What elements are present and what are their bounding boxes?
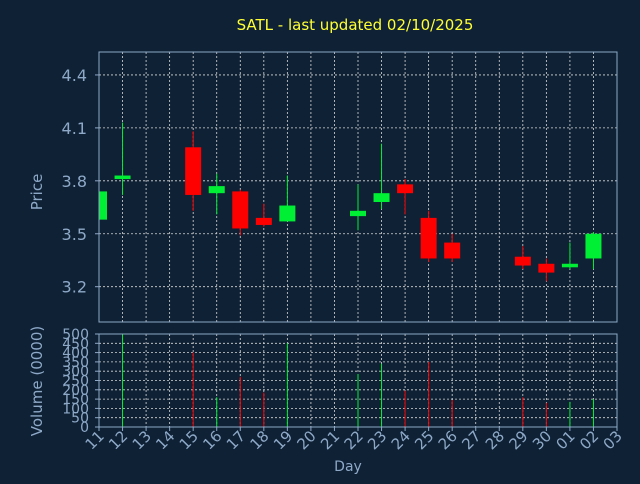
- price-axis-label: Price: [28, 174, 46, 211]
- candle-body: [373, 193, 390, 202]
- price-axis: 3.2 3.5 3.8 4.1 4.4: [62, 66, 99, 297]
- x-tick-label: 20: [294, 427, 320, 453]
- volume-bars: [122, 334, 594, 427]
- x-tick-label: 29: [505, 427, 531, 453]
- candle-body: [208, 186, 225, 194]
- volume-tick-label: 400: [62, 346, 89, 362]
- price-tick-label: 3.5: [62, 225, 87, 244]
- volume-tick-label: 150: [62, 392, 89, 408]
- candle-body: [420, 217, 437, 259]
- x-tick-label: 28: [482, 427, 508, 453]
- x-tick-label: 02: [576, 427, 602, 453]
- x-tick-label: 27: [458, 427, 484, 453]
- candle-body: [114, 175, 131, 180]
- x-tick-label: 17: [223, 427, 249, 453]
- x-axis-label: Day: [334, 459, 362, 475]
- x-tick-label: 21: [317, 427, 343, 453]
- candle-body: [255, 217, 272, 225]
- price-tick-label: 4.1: [62, 119, 87, 138]
- chart-title: SATL - last updated 02/10/2025: [237, 16, 474, 34]
- candle-body: [350, 210, 366, 217]
- x-tick-label: 15: [176, 427, 202, 453]
- x-tick-label: 25: [411, 427, 437, 453]
- candle-body: [397, 184, 414, 194]
- price-panel-frame: [98, 51, 618, 323]
- candle-body: [444, 242, 461, 259]
- volume-tick-label: 250: [62, 374, 89, 390]
- x-tick-label: 12: [105, 427, 131, 453]
- candle-body: [538, 263, 555, 273]
- candle-body: [585, 233, 602, 259]
- x-axis: 1112131415161718192021222324252627282930…: [82, 427, 626, 453]
- x-tick-label: 22: [341, 427, 367, 453]
- candle-body: [279, 205, 296, 222]
- x-tick-label: 14: [152, 427, 178, 453]
- x-tick-label: 26: [435, 427, 461, 453]
- x-tick-label: 23: [364, 427, 390, 453]
- volume-tick-label: 50: [71, 411, 89, 427]
- candle-body: [99, 191, 107, 220]
- x-tick-label: 16: [199, 427, 225, 453]
- price-tick-label: 4.4: [62, 66, 87, 85]
- volume-tick-label: 500: [62, 327, 89, 343]
- price-tick-label: 3.2: [62, 278, 87, 297]
- candle-body: [561, 263, 578, 268]
- candles: [98, 122, 602, 282]
- x-tick-label: 18: [246, 427, 272, 453]
- volume-tick-label: 100: [62, 401, 89, 417]
- volume-tick-label: 350: [62, 355, 89, 371]
- candle-body: [514, 256, 531, 266]
- candle-body: [185, 147, 202, 195]
- price-tick-label: 3.8: [62, 172, 87, 191]
- volume-tick-label: 300: [62, 364, 89, 380]
- x-tick-label: 24: [388, 427, 414, 453]
- volume-tick-label: 200: [62, 383, 89, 399]
- volume-tick-label: 0: [80, 420, 89, 436]
- volume-axis-label: Volume (0000): [28, 326, 46, 436]
- candle-body: [232, 191, 249, 229]
- x-tick-label: 19: [270, 427, 296, 453]
- x-tick-label: 01: [553, 427, 579, 453]
- x-tick-label: 13: [129, 427, 155, 453]
- x-tick-label: 03: [600, 427, 626, 453]
- volume-tick-label: 450: [62, 336, 89, 352]
- x-tick-label: 30: [529, 427, 555, 453]
